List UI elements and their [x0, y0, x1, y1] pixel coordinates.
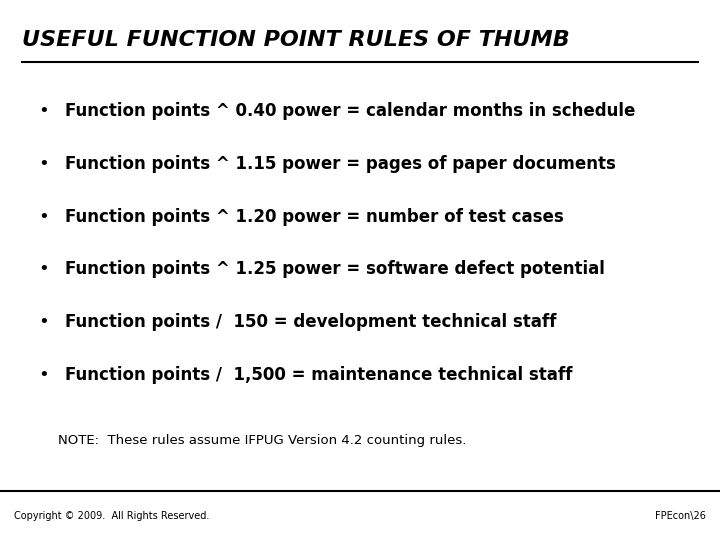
Text: •: •: [38, 313, 48, 332]
Text: USEFUL FUNCTION POINT RULES OF THUMB: USEFUL FUNCTION POINT RULES OF THUMB: [22, 30, 570, 50]
Text: Function points ^ 1.25 power = software defect potential: Function points ^ 1.25 power = software …: [65, 260, 605, 279]
Text: Function points ^ 0.40 power = calendar months in schedule: Function points ^ 0.40 power = calendar …: [65, 102, 635, 120]
Text: Function points ^ 1.15 power = pages of paper documents: Function points ^ 1.15 power = pages of …: [65, 154, 616, 173]
Text: NOTE:  These rules assume IFPUG Version 4.2 counting rules.: NOTE: These rules assume IFPUG Version 4…: [58, 434, 466, 447]
Text: Function points /  150 = development technical staff: Function points / 150 = development tech…: [65, 313, 556, 332]
Text: •: •: [38, 154, 48, 173]
Text: •: •: [38, 207, 48, 226]
Text: Function points ^ 1.20 power = number of test cases: Function points ^ 1.20 power = number of…: [65, 207, 564, 226]
Text: •: •: [38, 102, 48, 120]
Text: •: •: [38, 366, 48, 384]
Text: Copyright © 2009.  All Rights Reserved.: Copyright © 2009. All Rights Reserved.: [14, 511, 210, 521]
Text: Function points /  1,500 = maintenance technical staff: Function points / 1,500 = maintenance te…: [65, 366, 572, 384]
Text: FPEcon\26: FPEcon\26: [654, 511, 706, 521]
Text: •: •: [38, 260, 48, 279]
